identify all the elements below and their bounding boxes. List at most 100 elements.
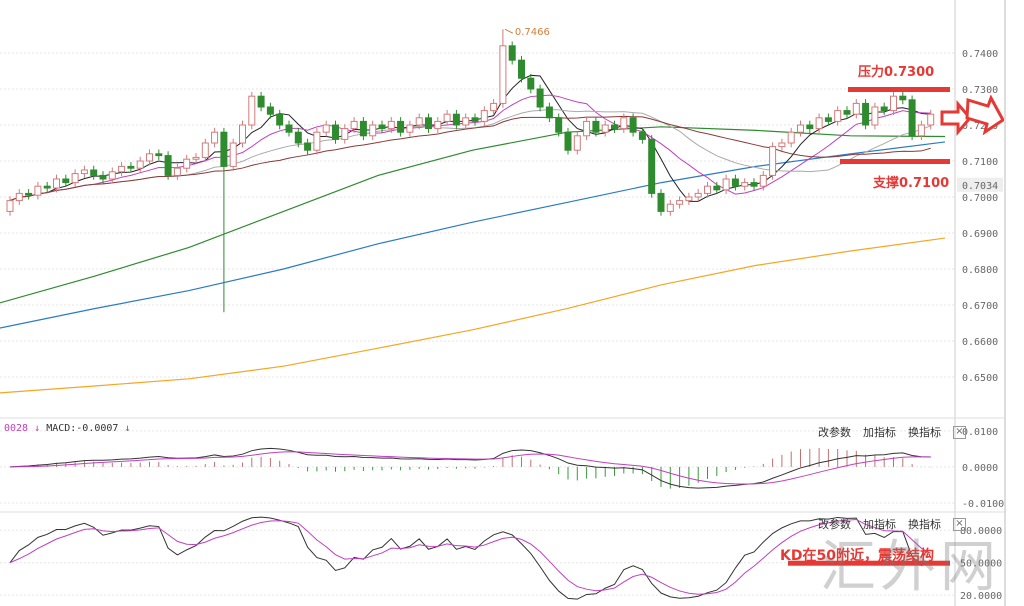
add-indicator-button[interactable]: 加指标 [863,426,896,439]
candle-up [685,196,693,202]
price-tick-label: 0.6900 [962,229,998,240]
candle-down [555,117,563,133]
candle-down [824,117,832,122]
switch-indicator-button[interactable]: 换指标 [908,518,941,531]
candle-down [629,117,637,133]
dea-value: 0028 [4,423,29,434]
candle-down [397,120,405,133]
candle-down [127,165,135,169]
candle-down [43,185,51,189]
macd-tick-label: 0.0100 [962,427,998,438]
candle-up [741,182,749,187]
edit-params-button[interactable]: 改参数 [818,426,851,439]
candle-down [332,124,339,140]
candle-up [620,117,628,130]
candle-down [880,106,888,112]
candle-up [852,102,860,115]
macd-tick-label: 0.0000 [962,463,998,474]
switch-indicator-button[interactable]: 换指标 [908,426,941,439]
candle-down [164,155,172,176]
candle-up [704,185,711,194]
price-tick-label: 0.7300 [962,85,998,96]
candle-up [722,178,730,191]
candle-down [611,124,618,130]
candle-up [341,128,349,140]
candle-down [276,113,284,126]
price-tick-label: 0.7100 [962,157,998,168]
candle-down [508,45,516,61]
ma10-line [9,94,931,202]
macd-panel-toolbar: 改参数 加指标 换指标 × [818,424,966,440]
ma30-line [9,115,931,202]
candle-up [778,142,786,148]
candle-down [518,59,525,79]
arrow-down-icon: ↓ [124,423,131,434]
candle-up [917,124,925,137]
candle-down [545,106,553,119]
candle-up [676,200,684,205]
last-price-badge [957,177,1003,192]
candle-up [229,142,237,167]
candle-up [415,117,423,126]
ma-line-orange [0,237,946,394]
arrow-down-icon: ↓ [34,423,41,434]
price-tick-label: 0.6700 [962,301,998,312]
candle-down [471,117,479,122]
candle-down [220,131,228,167]
scrollbar[interactable] [1004,0,1006,606]
candle-up [369,124,377,137]
edit-params-button[interactable]: 改参数 [818,518,851,531]
candle-up [499,45,507,104]
candle-up [387,120,395,130]
k-line [9,516,931,600]
right-arrow-icon [965,94,1005,136]
candle-down [425,117,432,130]
macd-legend: 0028 ↓ MACD:-0.0007 ↓ [4,423,131,434]
candle-down [257,95,265,108]
candle-up [34,185,42,196]
resistance-label: 压力0.7300 [858,65,935,80]
last-price-label: 0.7034 [962,181,998,192]
d-line [9,518,931,595]
candle-up [146,153,153,162]
kd-tick-label: 80.0000 [960,526,1002,537]
candle-down [304,142,312,151]
candle-up [201,142,209,158]
macd-tick-label: -0.0100 [962,499,1004,510]
candle-up [890,95,897,112]
resistance-line [848,87,950,92]
candle-up [573,135,581,151]
candle-down [90,169,98,176]
kd-tick-label: 20.0000 [960,591,1002,602]
candle-up [797,124,804,133]
candle-down [592,120,600,133]
close-icon[interactable]: × [953,425,966,439]
candle-down [899,95,907,101]
add-indicator-button[interactable]: 加指标 [863,518,896,531]
candle-down [731,178,739,187]
high-marker-label: 0.7466 [515,27,550,38]
candle-up [769,146,777,176]
candle-up [787,131,795,144]
macd-value: MACD:-0.0007 [46,423,119,434]
candle-down [564,131,572,151]
candle-up [694,192,702,198]
ma-line-blue [0,141,946,329]
candle-down [908,99,916,137]
candle-up [71,173,79,184]
candle-up [118,165,126,173]
candle-up [834,110,842,122]
candle-down [750,182,758,187]
candle-up [815,117,823,130]
watermark: 汇外网 [820,535,1000,600]
candle-up [15,192,23,202]
candle-up [443,113,451,122]
candle-up [350,120,358,130]
close-icon[interactable]: × [953,517,966,531]
support-label: 支撑0.7100 [873,176,950,191]
candle-up [462,117,470,126]
candle-up [759,174,767,187]
candle-up [434,120,442,130]
